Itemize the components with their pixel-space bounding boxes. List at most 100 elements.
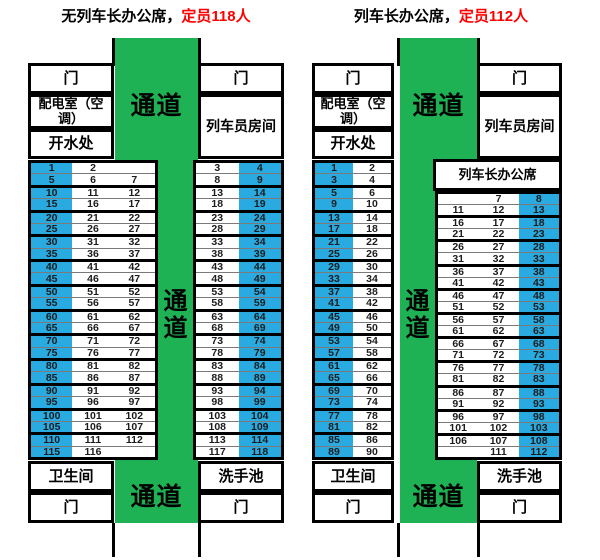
seat-26: 26 (452, 242, 464, 253)
door-box: 门 (312, 63, 394, 94)
seat-68: 68 (211, 322, 224, 334)
water-room-label: 开水处 (48, 135, 94, 153)
seat-row: 65 66 67 (31, 322, 155, 334)
seat-8: 8 (518, 194, 559, 205)
seat-51: 51 (452, 301, 464, 312)
seat-52: 52 (492, 301, 505, 312)
door-label: 门 (511, 498, 527, 516)
seat-67: 67 (128, 322, 141, 334)
seat-row: 85 86 (315, 435, 391, 447)
seat-32: 32 (128, 237, 141, 248)
seat-98: 98 (518, 411, 559, 422)
seat-116: 116 (84, 446, 102, 457)
seat-row: 56 57 58 (438, 314, 559, 327)
seat-101: 101 (84, 410, 102, 421)
seat-9: 9 (315, 199, 353, 210)
seat-row: 111 112 (438, 446, 559, 458)
seat-64: 64 (238, 311, 281, 322)
seat-53: 53 (315, 336, 353, 347)
door-label: 门 (233, 69, 249, 87)
seat-9: 9 (238, 174, 281, 185)
seat-82: 82 (492, 374, 505, 385)
seat-row: 23 24 (196, 212, 281, 224)
seat-block: 7 8 11 12 13 (438, 194, 559, 219)
door-label: 门 (345, 69, 361, 87)
seat-map-left: 1 2 5 6 7 10 11 12 15 16 17 20 21 22 25 26 27 30 31 32 35 36 3… (28, 160, 158, 460)
seat-59: 59 (238, 298, 281, 309)
seat-16: 16 (87, 199, 99, 210)
aisle-bottom-channel (112, 523, 201, 557)
seat-32: 32 (492, 253, 505, 264)
seat-68: 68 (518, 339, 559, 350)
water-room-label: 开水处 (330, 135, 376, 153)
seat-3: 3 (214, 163, 221, 174)
seat-25: 25 (315, 248, 353, 259)
seat-row: 5 6 7 (31, 174, 155, 185)
seat-row: 17 18 (315, 223, 391, 235)
seat-12: 12 (128, 187, 141, 199)
seat-block: 30 31 32 35 36 37 (31, 237, 155, 262)
seat-78: 78 (211, 347, 224, 358)
door-box: 门 (477, 492, 562, 523)
seat-row: 11 12 13 (438, 205, 559, 216)
seat-53: 53 (518, 301, 559, 312)
seat-row: 57 58 (315, 347, 391, 358)
seat-map-left: 1 2 3 4 5 6 9 10 13 14 17 18 21 22 25 26 29 30 33 34 37 38 41 4… (312, 160, 394, 460)
seat-54: 54 (238, 286, 281, 298)
seat-39: 39 (238, 248, 281, 259)
seat-row: 63 64 (196, 311, 281, 323)
seat-109: 109 (238, 421, 281, 433)
seat-38: 38 (211, 248, 224, 259)
seat-row: 37 38 (315, 286, 391, 299)
seat-73: 73 (211, 336, 224, 347)
seat-row: 38 39 (196, 248, 281, 259)
seat-row: 96 97 98 (438, 411, 559, 423)
power-room-label: 配电室（空调） (320, 95, 386, 126)
seat-block: 96 97 98 101 102 103 (438, 411, 559, 436)
capacity-text: 定员118人 (181, 8, 251, 25)
seat-row: 50 51 52 (31, 286, 155, 299)
seat-25: 25 (31, 223, 73, 235)
seat-1: 1 (315, 163, 353, 174)
seat-71: 71 (452, 350, 464, 361)
seat-90: 90 (366, 446, 378, 457)
seat-33: 33 (518, 253, 559, 264)
seat-46: 46 (87, 273, 99, 284)
seat-row: 25 26 27 (31, 223, 155, 235)
seat-57: 57 (492, 314, 505, 326)
seat-block: 20 21 22 25 26 27 (31, 212, 155, 238)
seat-row: 98 99 (196, 397, 281, 408)
seat-118: 118 (238, 446, 281, 457)
aisle-bottom-channel (397, 523, 480, 557)
seat-row: 68 69 (196, 322, 281, 334)
aisle-label-middle: 通道 (405, 288, 430, 342)
seat-15: 15 (31, 199, 73, 210)
seat-row: 15 16 17 (31, 199, 155, 210)
seat-10: 10 (366, 199, 378, 210)
seat-row: 66 67 68 (438, 339, 559, 351)
seat-block: 46 47 48 51 52 53 (438, 290, 559, 315)
seat-49: 49 (238, 273, 281, 284)
seat-78: 78 (518, 363, 559, 374)
crew-room-box: 列车员房间 (477, 94, 562, 159)
seat-65: 65 (31, 322, 73, 334)
seat-block: 77 78 81 82 (315, 410, 391, 436)
sink-box: 洗手池 (477, 461, 562, 492)
seat-block: 33 34 38 39 (196, 237, 281, 262)
door-box: 门 (28, 63, 114, 94)
water-room-box: 开水处 (312, 129, 394, 159)
seat-74: 74 (366, 397, 378, 408)
diagram-title-112: 列车长办公席，定员112人 (313, 5, 569, 26)
sink-label: 洗手池 (218, 467, 264, 485)
seat-17: 17 (492, 218, 505, 229)
door-label: 门 (233, 498, 249, 516)
diagram-title-118: 无列车长办公席，定员118人 (28, 5, 284, 26)
seat-block: 53 54 58 59 (196, 286, 281, 312)
seat-57: 57 (128, 298, 141, 309)
seat-110: 110 (31, 435, 73, 446)
seat-88: 88 (211, 372, 224, 383)
seat-111: 111 (490, 446, 507, 458)
